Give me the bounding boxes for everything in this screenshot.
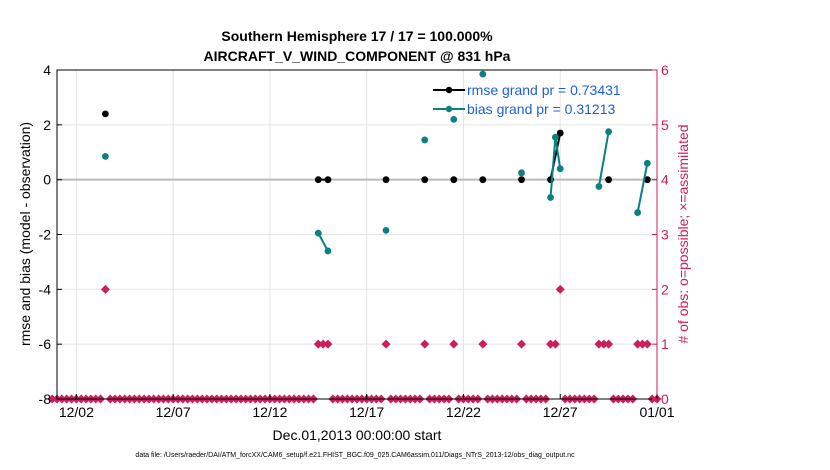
- obs-count-marker: [100, 284, 110, 294]
- bias-point: [479, 70, 487, 78]
- obs-count-marker: [47, 394, 57, 404]
- rmse-point: [421, 176, 429, 184]
- obs-count-marker: [642, 339, 652, 349]
- y-tick-label: -8: [39, 391, 52, 407]
- chart-subtitle: AIRCRAFT_V_WIND_COMPONENT @ 831 hPa: [204, 48, 511, 64]
- y-tick-label: 0: [43, 172, 51, 188]
- y2-tick-label: 4: [661, 172, 669, 188]
- rmse-point: [450, 176, 458, 184]
- rmse-point: [314, 176, 322, 184]
- bias-point: [551, 133, 559, 141]
- y-tick-label: -4: [39, 281, 52, 297]
- rmse-point: [518, 176, 525, 184]
- x-tick-label: 12/12: [252, 404, 287, 420]
- y2-tick-label: 1: [661, 336, 669, 352]
- x-tick-label: 01/01: [639, 404, 674, 420]
- rmse-point: [556, 129, 564, 137]
- x-tick-label: 12/27: [543, 404, 578, 420]
- rmse-point: [643, 176, 651, 184]
- rmse-point: [324, 176, 332, 184]
- obs-count-marker: [517, 339, 527, 349]
- obs-count-marker: [323, 339, 333, 349]
- legend-rmse-marker: [445, 86, 453, 94]
- x-tick-label: 12/22: [446, 404, 481, 420]
- legend: rmse grand pr = 0.73431 bias grand pr = …: [433, 82, 621, 117]
- x-tick-label: 12/02: [59, 404, 94, 420]
- rmse-point: [101, 110, 109, 118]
- y-tick-label: 2: [43, 117, 51, 133]
- obs-count-marker: [555, 284, 565, 294]
- bias-point: [547, 194, 554, 201]
- bias-line-segment: [597, 131, 610, 187]
- x-axis-label: Dec.01,2013 00:00:00 start: [273, 427, 442, 443]
- bias-point: [450, 115, 458, 123]
- obs-count-marker: [604, 339, 614, 349]
- legend-bias-label: bias grand pr = 0.31213: [467, 101, 615, 117]
- obs-count-marker: [633, 339, 643, 349]
- y2-tick-label: 2: [661, 281, 669, 297]
- obs-count-marker: [478, 339, 488, 349]
- bias-point: [595, 183, 603, 190]
- bias-point: [605, 128, 613, 136]
- chart-title: Southern Hemisphere 17 / 17 = 100.000%: [221, 28, 493, 44]
- obs-count-marker: [381, 339, 391, 349]
- rmse-point: [479, 176, 487, 184]
- x-tick-label: 12/17: [349, 404, 384, 420]
- y-tick-label: 4: [43, 62, 51, 78]
- obs-count-marker: [637, 339, 647, 349]
- bias-point: [382, 226, 390, 234]
- rmse-bias-series: [101, 70, 651, 255]
- y-tick-label: -6: [39, 336, 52, 352]
- y-axis-label: rmse and bias (model - observation): [17, 122, 33, 346]
- rmse-point: [605, 176, 613, 184]
- data-file-note: data file: /Users/raeder/DAI/ATM_forcXX/…: [135, 452, 575, 459]
- y2-tick-label: 0: [661, 391, 669, 407]
- y2-tick-label: 6: [661, 62, 669, 78]
- y2-axis-label: # of obs: o=possible; ×=assimilated: [675, 124, 691, 343]
- obs-count-marker: [313, 339, 323, 349]
- obs-count-marker: [546, 339, 556, 349]
- bias-point: [314, 229, 322, 237]
- obs-count-marker: [420, 339, 430, 349]
- obs-count-marker: [449, 339, 459, 349]
- obs-count-marker: [550, 339, 560, 349]
- obs-count-marker: [594, 339, 604, 349]
- y-tick-label: -2: [39, 227, 52, 243]
- x-tick-label: 12/07: [156, 404, 191, 420]
- bias-point: [643, 159, 651, 167]
- bias-point: [518, 169, 525, 177]
- y2-tick-label: 5: [661, 117, 669, 133]
- y2-tick-label: 3: [661, 227, 669, 243]
- bias-point: [634, 209, 642, 216]
- bias-point: [324, 247, 332, 255]
- bias-line-segment: [636, 163, 649, 213]
- axis-ticks: 12/02 12/07 12/12 12/17 12/22 12/27 01/01 -8 -6 -…: [39, 62, 675, 420]
- bias-point: [556, 165, 564, 173]
- obs-count-marker: [318, 339, 328, 349]
- bias-point: [101, 152, 109, 160]
- bias-point: [421, 136, 429, 144]
- legend-bias-marker: [445, 105, 453, 113]
- legend-rmse-label: rmse grand pr = 0.73431: [467, 82, 621, 98]
- obs-count-marker: [599, 339, 609, 349]
- rmse-point: [382, 176, 390, 184]
